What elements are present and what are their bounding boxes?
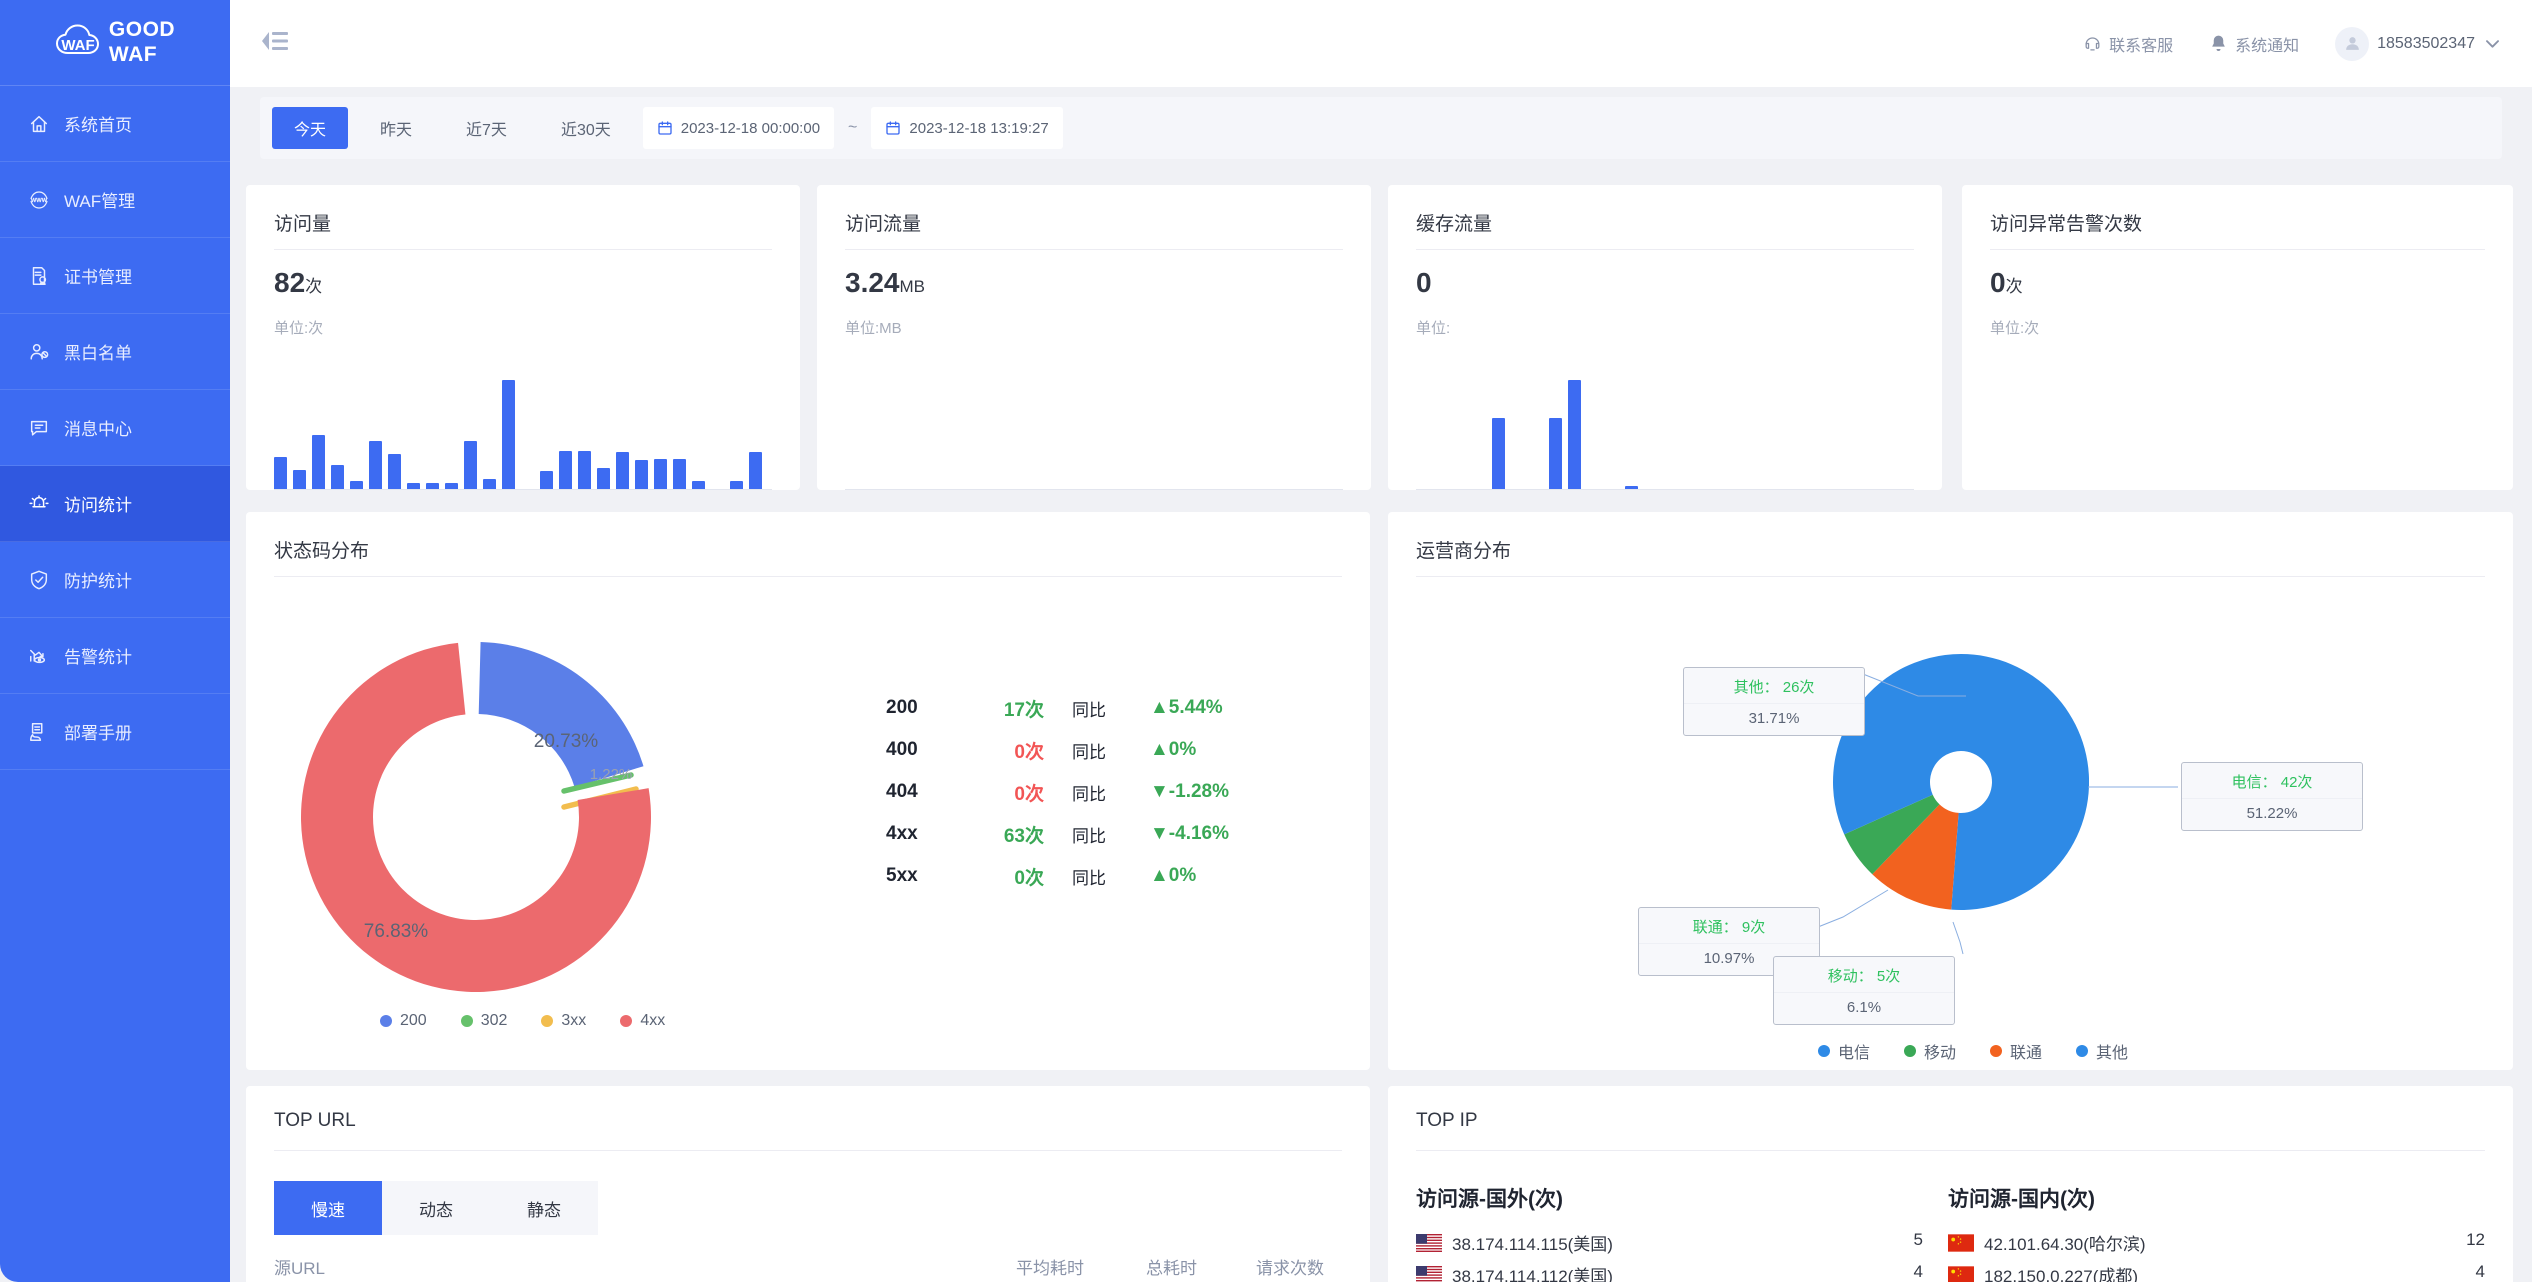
svg-text:20.73%: 20.73% xyxy=(534,731,599,752)
svg-text:WAF: WAF xyxy=(61,37,94,54)
svg-text:76.83%: 76.83% xyxy=(364,921,429,942)
svg-text:1.22%: 1.22% xyxy=(590,766,633,783)
svg-text:WWW: WWW xyxy=(31,198,48,204)
